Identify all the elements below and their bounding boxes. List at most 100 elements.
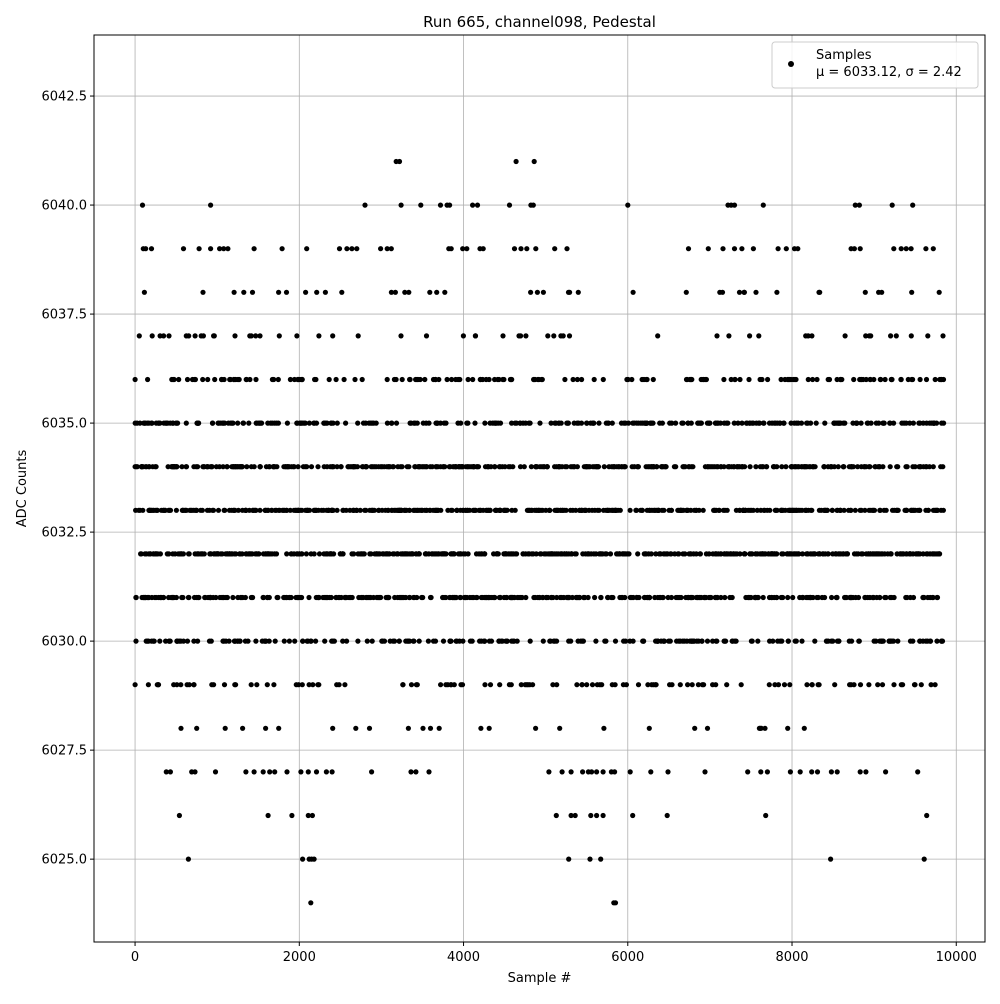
data-point [645, 682, 651, 688]
data-point [565, 594, 571, 601]
data-point [530, 202, 536, 208]
data-point [367, 594, 373, 601]
data-point [147, 551, 153, 557]
data-point [269, 376, 275, 383]
data-point [449, 551, 455, 557]
data-point [829, 507, 835, 513]
data-point [600, 769, 606, 775]
data-point [591, 376, 597, 383]
data-point [501, 594, 507, 601]
data-point [292, 638, 298, 644]
data-point [663, 464, 669, 470]
data-point [533, 551, 539, 557]
data-point [680, 638, 686, 644]
data-point [805, 333, 811, 339]
data-point [191, 594, 198, 601]
data-point [221, 246, 227, 252]
data-point [606, 464, 612, 470]
data-point [474, 464, 480, 470]
data-point [527, 507, 533, 513]
x-tick-label: 4000 [447, 950, 480, 965]
data-point [525, 682, 531, 688]
data-point [427, 594, 434, 601]
data-point [887, 638, 894, 644]
data-point [221, 682, 228, 688]
data-point [547, 551, 553, 557]
data-point [742, 551, 748, 557]
data-point [141, 594, 147, 601]
data-point [715, 551, 721, 557]
data-point [832, 682, 838, 688]
data-point [473, 507, 479, 513]
data-point [509, 594, 515, 601]
data-point [747, 420, 753, 426]
data-point [170, 376, 176, 383]
data-point [331, 638, 337, 644]
data-point [733, 507, 740, 513]
data-point [659, 420, 666, 426]
data-point [438, 682, 444, 688]
data-point [434, 507, 440, 513]
data-point [494, 551, 500, 557]
data-point [343, 507, 349, 513]
data-point [646, 507, 653, 513]
data-point [526, 551, 532, 557]
data-point [687, 376, 693, 383]
data-point [576, 420, 582, 426]
data-point [212, 769, 219, 775]
data-point [338, 464, 344, 470]
data-point [910, 202, 916, 208]
data-point [492, 594, 498, 601]
data-point [932, 682, 938, 688]
data-point [616, 551, 622, 557]
data-point [383, 594, 389, 601]
data-point [612, 900, 619, 906]
data-point [198, 507, 204, 513]
data-point [363, 420, 369, 426]
data-point [930, 507, 937, 513]
data-point [191, 376, 198, 383]
data-point [755, 638, 761, 644]
data-point [427, 464, 433, 470]
data-point [783, 246, 789, 252]
data-point [920, 594, 926, 601]
data-point [424, 507, 430, 513]
data-point [299, 682, 305, 688]
data-point [420, 594, 426, 601]
data-point [929, 551, 936, 557]
data-point [633, 507, 640, 513]
data-point [460, 246, 466, 252]
data-point [849, 464, 855, 470]
data-point [240, 725, 246, 731]
data-point [533, 725, 539, 731]
data-point [250, 507, 256, 513]
data-point [787, 769, 794, 775]
data-point [667, 638, 673, 644]
data-point [238, 464, 244, 470]
data-point [132, 682, 138, 688]
data-point [243, 507, 249, 513]
data-point [178, 725, 184, 731]
data-point [795, 246, 801, 252]
data-point [369, 769, 375, 775]
data-point [271, 682, 277, 688]
data-point [248, 682, 254, 688]
y-tick-label: 6042.5 [42, 90, 88, 105]
data-point [402, 289, 408, 295]
data-point [594, 682, 600, 688]
data-point [259, 420, 265, 426]
data-point [373, 551, 379, 557]
data-point [521, 464, 527, 470]
data-point [735, 420, 741, 426]
data-point [366, 725, 373, 731]
data-point [601, 725, 607, 731]
data-point [211, 551, 217, 557]
data-point [264, 682, 270, 688]
data-point [474, 202, 481, 208]
data-point [293, 507, 299, 513]
data-point [835, 464, 841, 470]
data-point [378, 246, 384, 252]
data-point [161, 333, 167, 339]
data-point [517, 420, 523, 426]
data-point [448, 246, 454, 252]
